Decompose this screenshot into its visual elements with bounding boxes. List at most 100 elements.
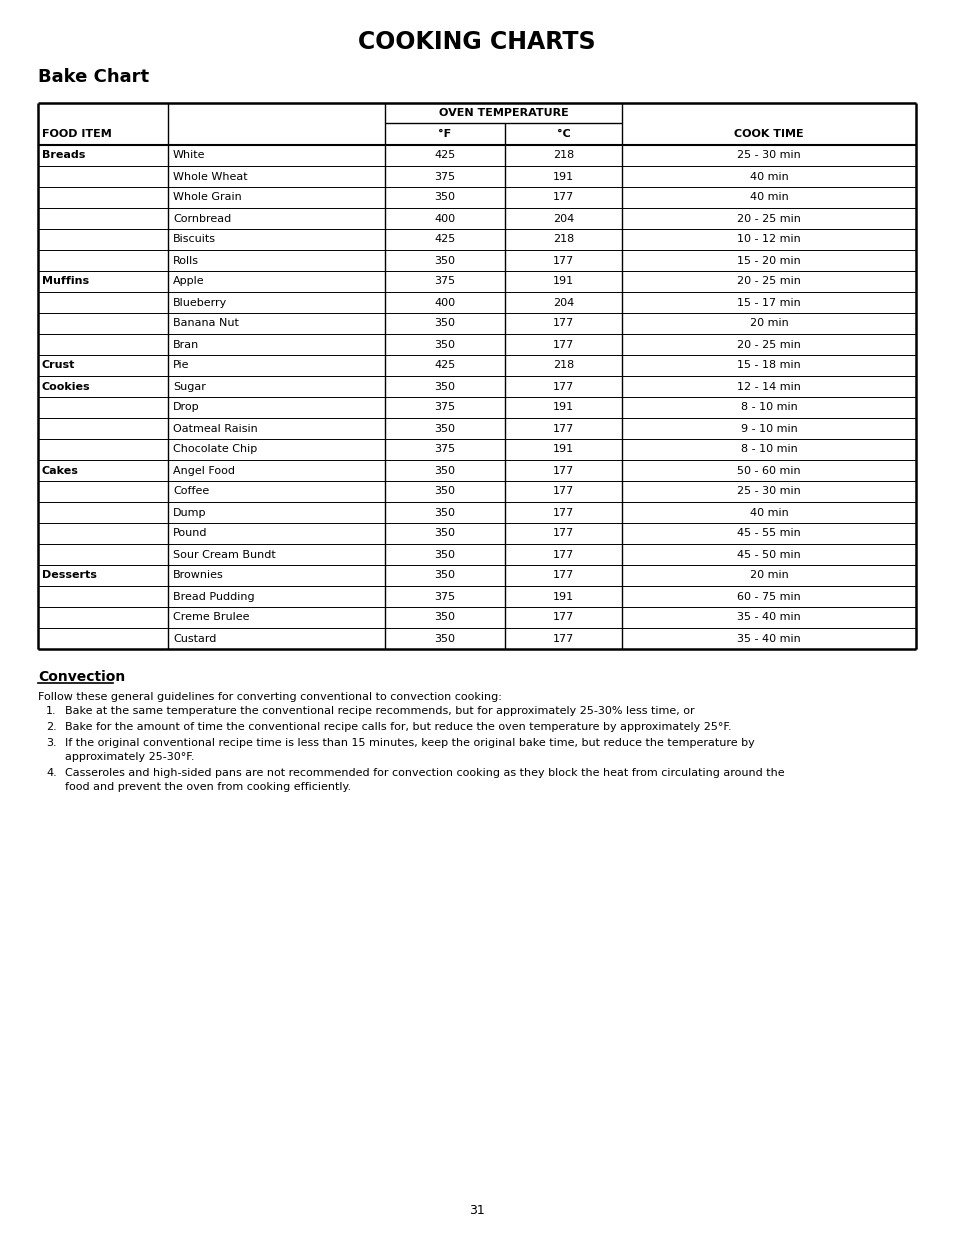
Text: 20 - 25 min: 20 - 25 min	[737, 277, 801, 287]
Text: Biscuits: Biscuits	[172, 235, 215, 245]
Text: Breads: Breads	[42, 151, 85, 161]
Text: 177: 177	[553, 550, 574, 559]
Text: 350: 350	[434, 382, 455, 391]
Text: Brownies: Brownies	[172, 571, 224, 580]
Text: 425: 425	[434, 361, 456, 370]
Text: food and prevent the oven from cooking efficiently.: food and prevent the oven from cooking e…	[65, 782, 351, 792]
Text: COOK TIME: COOK TIME	[734, 128, 803, 140]
Text: 35 - 40 min: 35 - 40 min	[737, 634, 800, 643]
Text: 350: 350	[434, 466, 455, 475]
Text: Pie: Pie	[172, 361, 190, 370]
Text: Dump: Dump	[172, 508, 206, 517]
Text: COOKING CHARTS: COOKING CHARTS	[357, 30, 596, 54]
Text: 20 - 25 min: 20 - 25 min	[737, 214, 801, 224]
Text: 25 - 30 min: 25 - 30 min	[737, 151, 800, 161]
Text: 191: 191	[553, 592, 574, 601]
Text: 350: 350	[434, 319, 455, 329]
Text: 177: 177	[553, 529, 574, 538]
Text: 177: 177	[553, 487, 574, 496]
Text: 45 - 55 min: 45 - 55 min	[737, 529, 800, 538]
Text: Angel Food: Angel Food	[172, 466, 234, 475]
Text: 31: 31	[469, 1203, 484, 1216]
Text: 350: 350	[434, 256, 455, 266]
Text: 8 - 10 min: 8 - 10 min	[740, 445, 797, 454]
Text: Pound: Pound	[172, 529, 208, 538]
Text: 60 - 75 min: 60 - 75 min	[737, 592, 800, 601]
Text: 191: 191	[553, 277, 574, 287]
Text: 177: 177	[553, 319, 574, 329]
Text: 177: 177	[553, 466, 574, 475]
Text: 12 - 14 min: 12 - 14 min	[737, 382, 801, 391]
Text: Banana Nut: Banana Nut	[172, 319, 238, 329]
Text: 350: 350	[434, 613, 455, 622]
Text: 177: 177	[553, 382, 574, 391]
Text: 15 - 20 min: 15 - 20 min	[737, 256, 800, 266]
Text: 177: 177	[553, 256, 574, 266]
Text: 191: 191	[553, 403, 574, 412]
Text: °C: °C	[556, 128, 570, 140]
Text: 25 - 30 min: 25 - 30 min	[737, 487, 800, 496]
Text: 15 - 18 min: 15 - 18 min	[737, 361, 800, 370]
Text: Cakes: Cakes	[42, 466, 79, 475]
Text: Casseroles and high-sided pans are not recommended for convection cooking as the: Casseroles and high-sided pans are not r…	[65, 768, 783, 778]
Text: Cookies: Cookies	[42, 382, 91, 391]
Text: 177: 177	[553, 424, 574, 433]
Text: 425: 425	[434, 151, 456, 161]
Text: 350: 350	[434, 634, 455, 643]
Text: Blueberry: Blueberry	[172, 298, 227, 308]
Text: Follow these general guidelines for converting conventional to convection cookin: Follow these general guidelines for conv…	[38, 692, 501, 701]
Text: Custard: Custard	[172, 634, 216, 643]
Text: 204: 204	[553, 214, 574, 224]
Text: 218: 218	[553, 151, 574, 161]
Text: Whole Wheat: Whole Wheat	[172, 172, 248, 182]
Text: 350: 350	[434, 508, 455, 517]
Text: Whole Grain: Whole Grain	[172, 193, 241, 203]
Text: °F: °F	[438, 128, 451, 140]
Text: 9 - 10 min: 9 - 10 min	[740, 424, 797, 433]
Text: 350: 350	[434, 340, 455, 350]
Text: Drop: Drop	[172, 403, 199, 412]
Text: Rolls: Rolls	[172, 256, 199, 266]
Text: Oatmeal Raisin: Oatmeal Raisin	[172, 424, 257, 433]
Text: Bran: Bran	[172, 340, 199, 350]
Text: Chocolate Chip: Chocolate Chip	[172, 445, 257, 454]
Text: 35 - 40 min: 35 - 40 min	[737, 613, 800, 622]
Text: 40 min: 40 min	[749, 193, 787, 203]
Text: Bake at the same temperature the conventional recipe recommends, but for approxi: Bake at the same temperature the convent…	[65, 706, 694, 716]
Text: 20 min: 20 min	[749, 319, 787, 329]
Text: 1.: 1.	[46, 706, 56, 716]
Text: 375: 375	[434, 445, 456, 454]
Text: 20 min: 20 min	[749, 571, 787, 580]
Text: 177: 177	[553, 508, 574, 517]
Text: 15 - 17 min: 15 - 17 min	[737, 298, 800, 308]
Text: 204: 204	[553, 298, 574, 308]
Text: 218: 218	[553, 361, 574, 370]
Text: Muffins: Muffins	[42, 277, 89, 287]
Text: FOOD ITEM: FOOD ITEM	[42, 128, 112, 140]
Text: Cornbread: Cornbread	[172, 214, 231, 224]
Text: If the original conventional recipe time is less than 15 minutes, keep the origi: If the original conventional recipe time…	[65, 739, 754, 748]
Text: Desserts: Desserts	[42, 571, 97, 580]
Text: 191: 191	[553, 172, 574, 182]
Text: approximately 25-30°F.: approximately 25-30°F.	[65, 752, 194, 762]
Text: 425: 425	[434, 235, 456, 245]
Text: 177: 177	[553, 193, 574, 203]
Text: 50 - 60 min: 50 - 60 min	[737, 466, 800, 475]
Text: 350: 350	[434, 487, 455, 496]
Text: Sour Cream Bundt: Sour Cream Bundt	[172, 550, 275, 559]
Text: Bake for the amount of time the conventional recipe calls for, but reduce the ov: Bake for the amount of time the conventi…	[65, 722, 731, 732]
Text: 350: 350	[434, 424, 455, 433]
Text: 400: 400	[434, 298, 456, 308]
Text: 400: 400	[434, 214, 456, 224]
Text: 8 - 10 min: 8 - 10 min	[740, 403, 797, 412]
Text: 218: 218	[553, 235, 574, 245]
Text: 10 - 12 min: 10 - 12 min	[737, 235, 800, 245]
Text: 40 min: 40 min	[749, 508, 787, 517]
Text: 177: 177	[553, 571, 574, 580]
Text: Crust: Crust	[42, 361, 75, 370]
Text: Bake Chart: Bake Chart	[38, 68, 149, 86]
Text: 375: 375	[434, 403, 456, 412]
Text: 45 - 50 min: 45 - 50 min	[737, 550, 800, 559]
Text: 177: 177	[553, 613, 574, 622]
Text: 375: 375	[434, 592, 456, 601]
